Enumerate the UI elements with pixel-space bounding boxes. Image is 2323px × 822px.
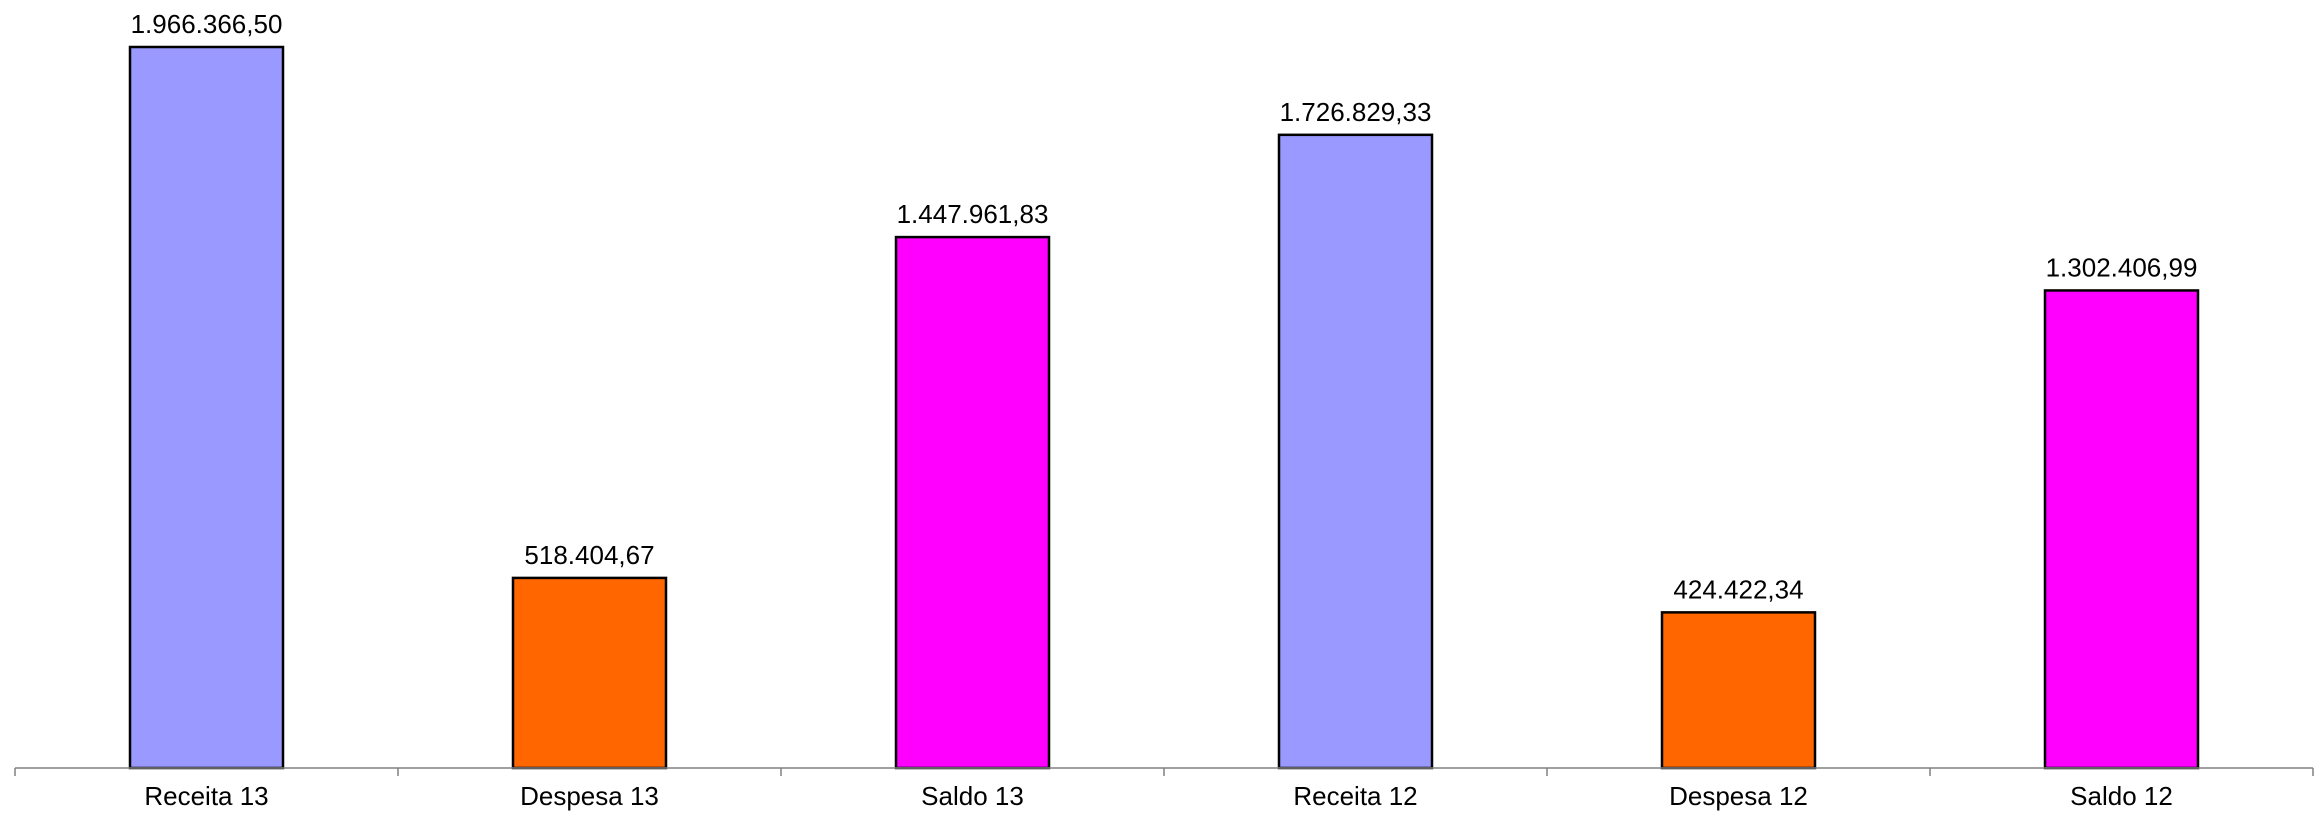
bar-despesa-13 bbox=[511, 576, 668, 770]
data-label: 1.302.406,99 bbox=[2046, 252, 2198, 282]
x-tick-label: Saldo 13 bbox=[921, 781, 1024, 811]
x-tick-label: Saldo 12 bbox=[2070, 781, 2173, 811]
bar-saldo-13 bbox=[894, 235, 1051, 770]
data-label: 518.404,67 bbox=[524, 540, 654, 570]
x-tick-label: Receita 12 bbox=[1293, 781, 1417, 811]
x-tick-label: Despesa 12 bbox=[1669, 781, 1808, 811]
data-label: 1.726.829,33 bbox=[1280, 97, 1432, 127]
bar-saldo-12 bbox=[2043, 289, 2200, 770]
data-label: 424.422,34 bbox=[1673, 574, 1803, 604]
x-axis-ticks bbox=[14, 768, 2314, 776]
bar-receita-12 bbox=[1277, 133, 1434, 770]
bar-despesa-12 bbox=[1660, 611, 1817, 770]
x-tick-label: Despesa 13 bbox=[520, 781, 659, 811]
bars-layer bbox=[128, 45, 2200, 770]
x-axis-tick-labels: Receita 13 Despesa 13 Saldo 13 Receita 12 De… bbox=[144, 781, 2172, 811]
bar-receita-13 bbox=[128, 45, 285, 770]
data-label: 1.447.961,83 bbox=[897, 199, 1049, 229]
data-label: 1.966.366,50 bbox=[131, 9, 283, 39]
value-labels-layer: 1.966.366,50 518.404,67 1.447.961,83 1.726.… bbox=[131, 9, 2198, 604]
x-tick-label: Receita 13 bbox=[144, 781, 268, 811]
